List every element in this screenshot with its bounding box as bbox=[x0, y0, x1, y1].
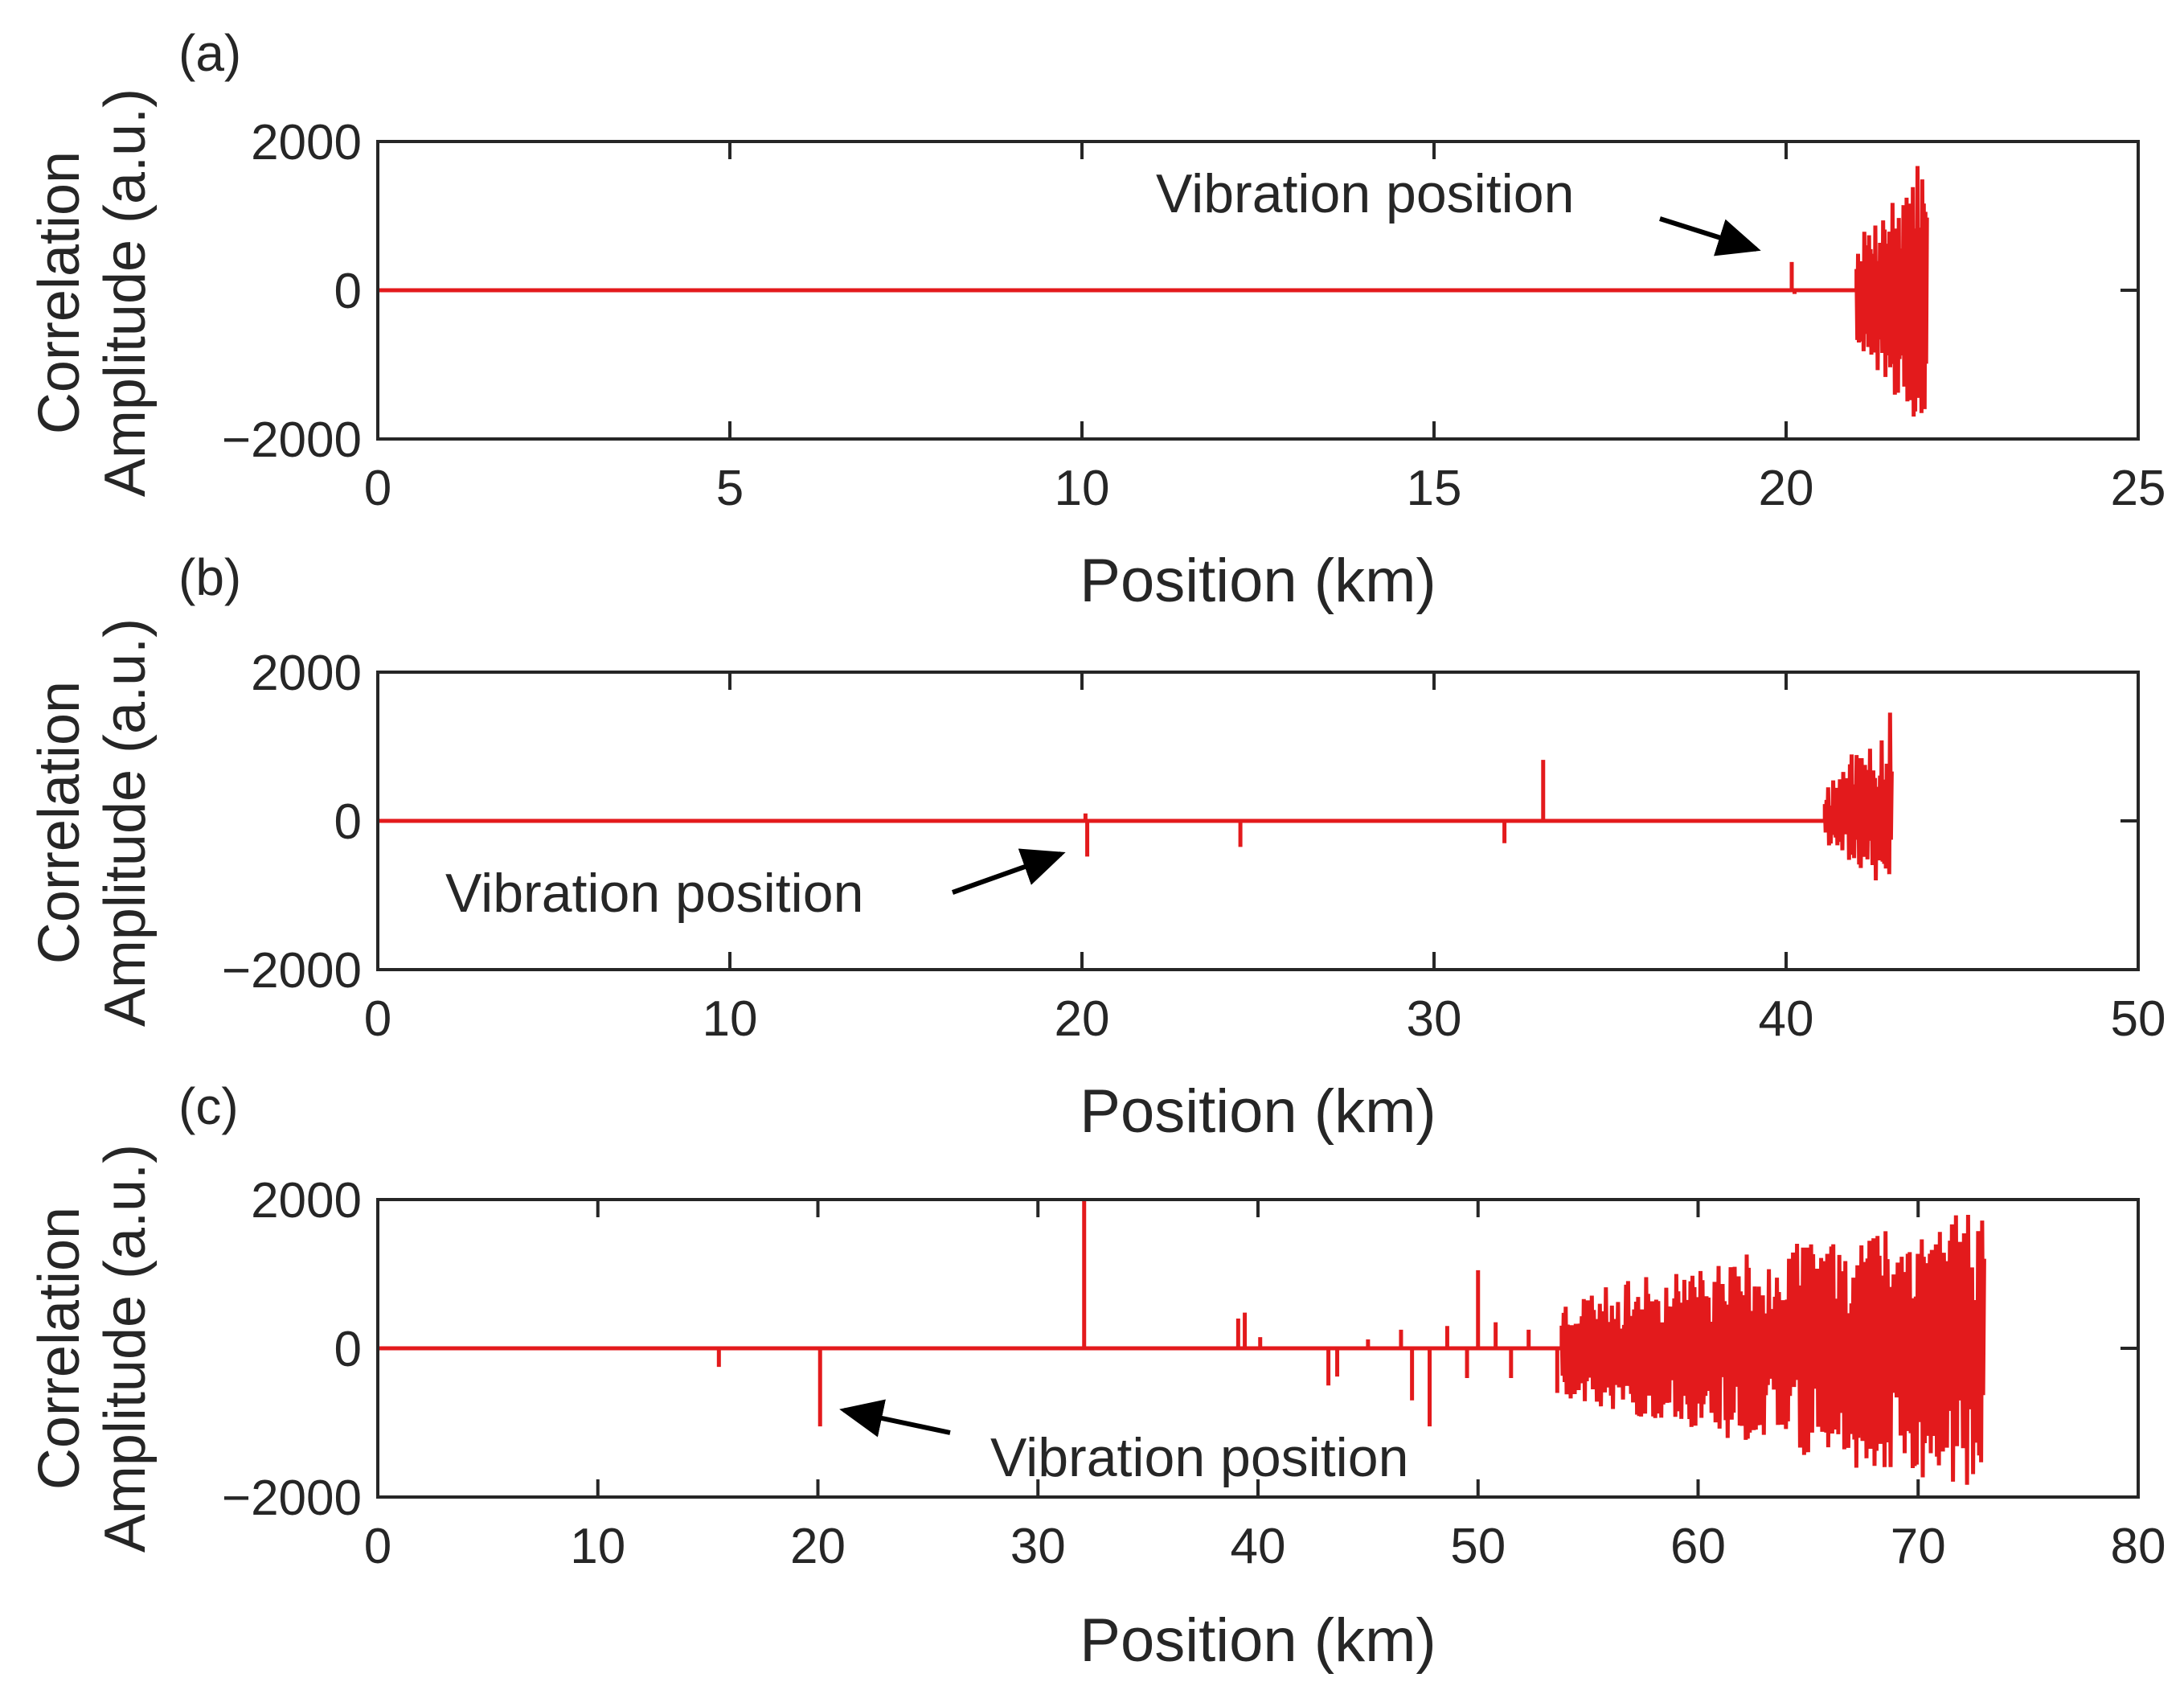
x-tick-label: 5 bbox=[716, 461, 744, 516]
annotation-text-a: Vibration position bbox=[1156, 163, 1574, 224]
x-tick-label: 20 bbox=[1055, 991, 1110, 1047]
x-tick-label: 0 bbox=[364, 991, 391, 1047]
x-tick-label: 30 bbox=[1407, 991, 1462, 1047]
series-c bbox=[378, 1200, 1986, 1485]
y-axis-label-c-line1: Correlation bbox=[27, 1207, 92, 1490]
x-tick-label: 50 bbox=[1450, 1519, 1506, 1574]
x-tick-label: 40 bbox=[1759, 991, 1814, 1047]
series-burst bbox=[1822, 712, 1894, 881]
annotation-text-c: Vibration position bbox=[990, 1427, 1408, 1488]
x-tick-label: 60 bbox=[1670, 1519, 1726, 1574]
panel-c: (c) Correlation Amplitude (a.u.) 0 10 20 30… bbox=[27, 1077, 2166, 1675]
x-tick-label: 0 bbox=[364, 461, 391, 516]
x-axis-label-a: Position (km) bbox=[1080, 547, 1436, 615]
x-ticks-b: 0 10 20 30 40 50 bbox=[364, 672, 2166, 1047]
y-ticks-b: 2000 0 −2000 bbox=[222, 646, 2138, 999]
y-axis-label-b-line2: Amplitude (a.u.) bbox=[93, 618, 158, 1027]
panel-label-b: (b) bbox=[178, 548, 241, 606]
x-tick-label: 10 bbox=[570, 1519, 625, 1574]
x-axis-label-c: Position (km) bbox=[1080, 1606, 1436, 1675]
y-tick-label: 2000 bbox=[251, 646, 362, 701]
plot-frame-c bbox=[376, 1198, 2140, 1499]
annotation-arrow-c bbox=[839, 1399, 951, 1438]
plot-frame-a bbox=[376, 140, 2140, 441]
x-tick-label: 15 bbox=[1407, 461, 1462, 516]
plot-frame-b bbox=[376, 671, 2140, 971]
panel-b: (b) Correlation Amplitude (a.u.) 0 10 20 30… bbox=[27, 548, 2166, 1146]
panel-label-c: (c) bbox=[178, 1077, 239, 1135]
y-ticks-c: 2000 0 −2000 bbox=[222, 1173, 2138, 1526]
panel-a: (a) Correlation Amplitude (a.u.) 0 5 10 15 2… bbox=[27, 24, 2166, 615]
series-burst bbox=[1854, 166, 1929, 417]
y-tick-label: −2000 bbox=[222, 412, 362, 468]
x-tick-label: 40 bbox=[1231, 1519, 1286, 1574]
x-ticks-c: 0 10 20 30 40 50 60 70 80 bbox=[364, 1200, 2166, 1574]
annotation-arrow-b bbox=[951, 848, 1066, 895]
x-axis-label-b: Position (km) bbox=[1080, 1077, 1436, 1146]
y-tick-label: −2000 bbox=[222, 1471, 362, 1526]
annotation-text-b: Vibration position bbox=[445, 863, 863, 924]
y-tick-label: 0 bbox=[334, 794, 362, 850]
y-tick-label: 2000 bbox=[251, 115, 362, 170]
y-tick-label: 0 bbox=[334, 264, 362, 319]
y-axis-label-a-line1: Correlation bbox=[27, 151, 92, 434]
x-tick-label: 50 bbox=[2111, 991, 2166, 1047]
x-tick-label: 70 bbox=[1891, 1519, 1946, 1574]
series-b bbox=[378, 712, 1894, 881]
y-axis-label-c-line2: Amplitude (a.u.) bbox=[93, 1144, 158, 1553]
y-tick-label: −2000 bbox=[222, 943, 362, 999]
series-a bbox=[378, 166, 1929, 417]
x-tick-label: 10 bbox=[703, 991, 758, 1047]
panel-label-a: (a) bbox=[178, 24, 241, 82]
x-tick-label: 25 bbox=[2111, 461, 2166, 516]
y-axis-label-b-line1: Correlation bbox=[27, 681, 92, 964]
y-axis-label-a-line2: Amplitude (a.u.) bbox=[93, 88, 158, 497]
x-tick-label: 0 bbox=[364, 1519, 391, 1574]
x-tick-label: 30 bbox=[1010, 1519, 1066, 1574]
y-ticks-a: 2000 0 −2000 bbox=[222, 115, 2138, 468]
series-burst bbox=[1559, 1214, 1986, 1485]
x-tick-label: 20 bbox=[790, 1519, 846, 1574]
y-tick-label: 0 bbox=[334, 1322, 362, 1377]
x-tick-label: 10 bbox=[1055, 461, 1110, 516]
x-tick-label: 20 bbox=[1759, 461, 1814, 516]
y-tick-label: 2000 bbox=[251, 1173, 362, 1229]
x-ticks-a: 0 5 10 15 20 25 bbox=[364, 142, 2166, 516]
annotation-arrow-a bbox=[1659, 216, 1761, 256]
x-tick-label: 80 bbox=[2111, 1519, 2166, 1574]
